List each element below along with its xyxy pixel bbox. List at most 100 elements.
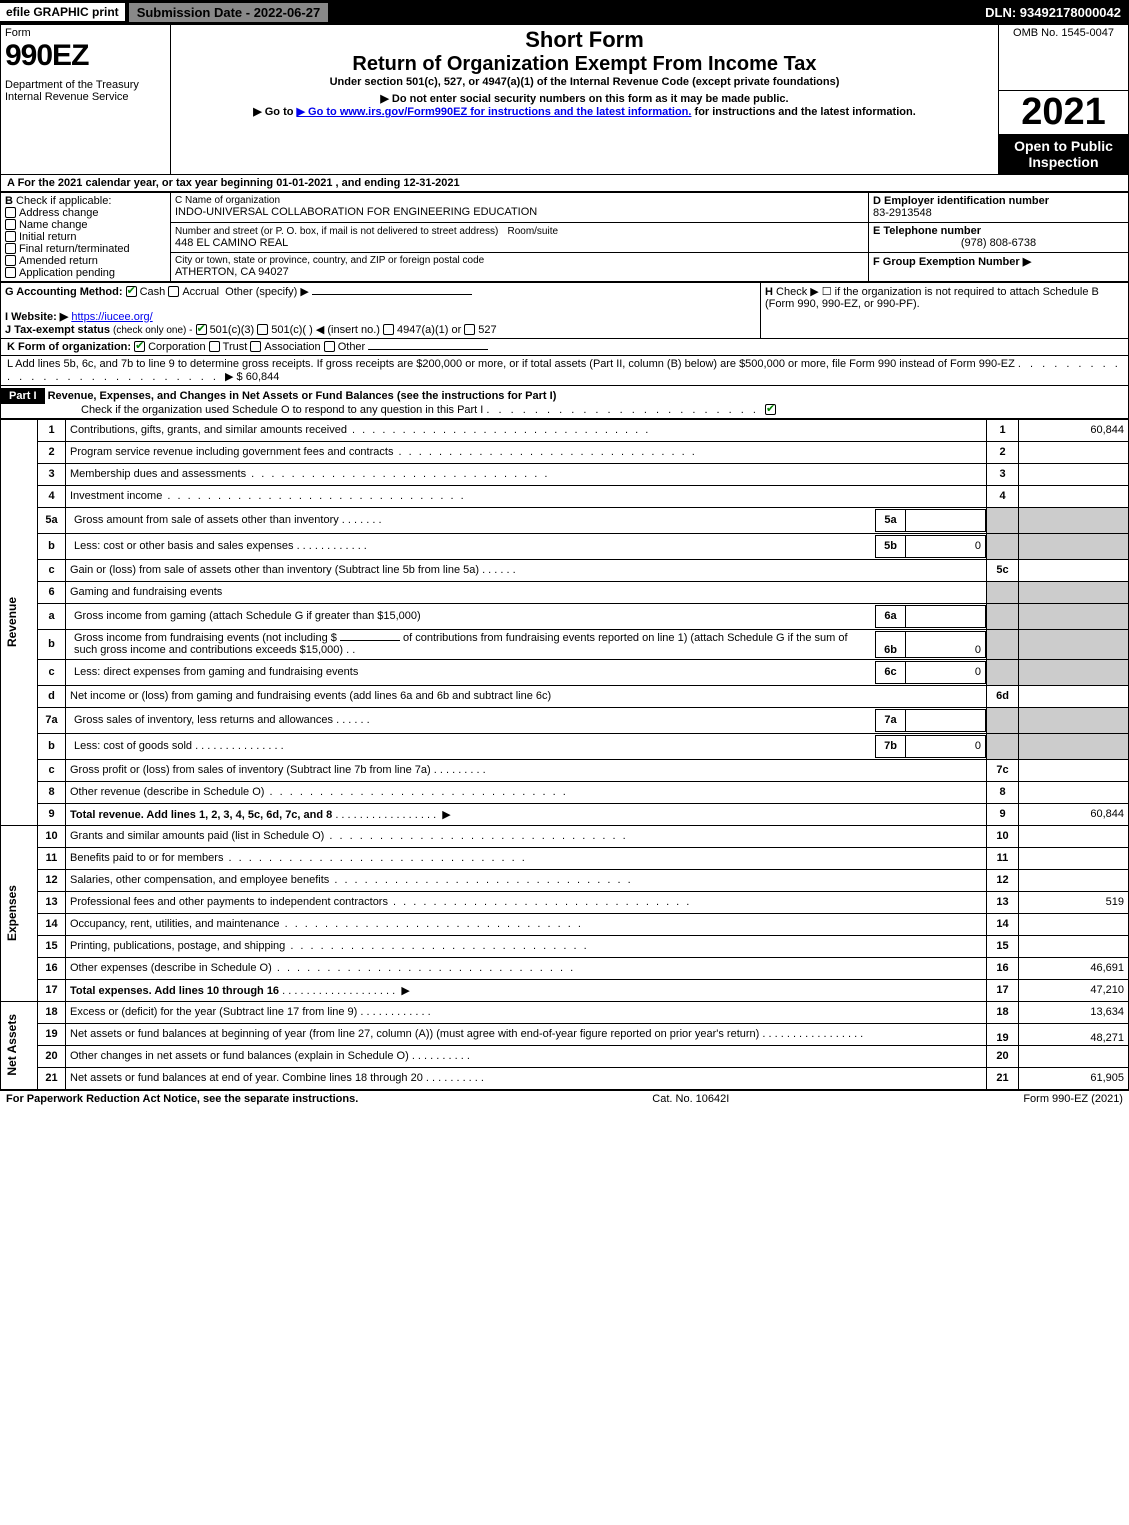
527-checkbox[interactable] [464,324,475,335]
line-6a-num: a [38,603,66,629]
section-l: L Add lines 5b, 6c, and 7b to line 9 to … [0,356,1129,386]
addr-change-checkbox[interactable] [5,207,16,218]
501c3-label: 501(c)(3) [210,324,255,336]
part-i-bar: Part I [1,388,45,404]
no-ssn-note: ▶ Do not enter social security numbers o… [175,92,994,105]
street-value: 448 EL CAMINO REAL [175,237,288,249]
app-pending-label: Application pending [19,267,115,279]
line-6c-text: Less: direct expenses from gaming and fu… [74,666,358,678]
under-section: Under section 501(c), 527, or 4947(a)(1)… [175,76,994,88]
line-14-num: 14 [38,913,66,935]
efile-label[interactable]: efile GRAPHIC print [0,3,125,21]
line-18-amt: 13,634 [1019,1001,1129,1023]
line-6-num: 6 [38,581,66,603]
website-link[interactable]: https://iucee.org/ [71,311,152,323]
line-21-num: 21 [38,1067,66,1089]
final-return-label: Final return/terminated [19,243,130,255]
corp-label: Corporation [148,341,205,353]
line-7c-num: c [38,759,66,781]
initial-return-label: Initial return [19,231,76,243]
trust-checkbox[interactable] [209,341,220,352]
line-15-text: Printing, publications, postage, and shi… [70,940,285,952]
line-6-text: Gaming and fundraising events [66,581,987,603]
line-6a-subamt [906,605,986,627]
line-3-text: Membership dues and assessments [70,468,246,480]
k-label: K Form of organization: [7,341,131,353]
amended-return-checkbox[interactable] [5,255,16,266]
line-11-amt [1019,847,1129,869]
omb-number: OMB No. 1545-0047 [1003,27,1124,39]
line-6a-greybox [987,603,1019,629]
corp-checkbox[interactable] [134,341,145,352]
initial-return-checkbox[interactable] [5,231,16,242]
line-5c-text: Gain or (loss) from sale of assets other… [70,564,479,576]
app-pending-checkbox[interactable] [5,267,16,278]
line-6b-greyamt [1019,629,1129,659]
line-6a-text: Gross income from gaming (attach Schedul… [74,610,421,622]
line-6d-amt [1019,685,1129,707]
assoc-checkbox[interactable] [250,341,261,352]
line-14-box: 14 [987,913,1019,935]
cash-label: Cash [140,286,166,298]
i-website-label: I Website: ▶ [5,311,68,323]
line-5c-amt [1019,559,1129,581]
527-label: 527 [478,324,496,336]
line-6d-text: Net income or (loss) from gaming and fun… [70,690,551,702]
l-amount: ▶ $ 60,844 [225,371,279,383]
line-16-text: Other expenses (describe in Schedule O) [70,962,272,974]
final-return-checkbox[interactable] [5,243,16,254]
line-11-num: 11 [38,847,66,869]
entity-block: B Check if applicable: Address change Na… [0,192,1129,282]
j-sub: (check only one) - [113,325,192,336]
line-12-num: 12 [38,869,66,891]
part-i-title: Revenue, Expenses, and Changes in Net As… [48,390,557,402]
other-org-input[interactable] [368,349,488,350]
line-20-text: Other changes in net assets or fund bala… [70,1050,409,1062]
line-18-box: 18 [987,1001,1019,1023]
line-14-amt [1019,913,1129,935]
schedule-o-checkbox[interactable] [765,404,776,415]
trust-label: Trust [223,341,248,353]
accrual-checkbox[interactable] [168,286,179,297]
e-phone-label: E Telephone number [873,225,981,237]
line-3-box: 3 [987,463,1019,485]
line-6d-box: 6d [987,685,1019,707]
line-1-text: Contributions, gifts, grants, and simila… [70,424,347,436]
line-3-num: 3 [38,463,66,485]
footer-left: For Paperwork Reduction Act Notice, see … [6,1093,358,1105]
name-change-checkbox[interactable] [5,219,16,230]
line-1-amt: 60,844 [1019,419,1129,441]
footer-right: Form 990-EZ (2021) [1023,1093,1123,1105]
line-5b-num: b [38,533,66,559]
501c3-checkbox[interactable] [196,324,207,335]
line-7b-sublab: 7b [876,735,906,757]
other-method-input[interactable] [312,294,472,295]
line-6c-greybox [987,659,1019,685]
line-4-amt [1019,485,1129,507]
check-if-applicable: Check if applicable: [16,195,111,207]
line-10-num: 10 [38,825,66,847]
other-org-checkbox[interactable] [324,341,335,352]
line-12-text: Salaries, other compensation, and employ… [70,874,329,886]
line-7b-num: b [38,733,66,759]
4947-checkbox[interactable] [383,324,394,335]
501c-checkbox[interactable] [257,324,268,335]
line-17-amt: 47,210 [1019,979,1129,1001]
line-4-text: Investment income [70,490,162,502]
line-6b-text1: Gross income from fundraising events (no… [74,632,337,644]
line-6b-blank[interactable] [340,640,400,641]
phone-value: (978) 808-6738 [873,237,1124,249]
4947-label: 4947(a)(1) or [397,324,461,336]
org-name: INDO-UNIVERSAL COLLABORATION FOR ENGINEE… [175,206,864,218]
cash-checkbox[interactable] [126,286,137,297]
irs-link[interactable]: ▶ Go to www.irs.gov/Form990EZ for instru… [297,106,692,118]
line-12-box: 12 [987,869,1019,891]
line-11-box: 11 [987,847,1019,869]
section-k: K Form of organization: Corporation Trus… [0,339,1129,356]
expenses-side-label: Expenses [5,885,19,941]
line-6c-sublab: 6c [876,661,906,683]
amended-return-label: Amended return [19,255,98,267]
goto-link[interactable]: ▶ Go to ▶ Go to www.irs.gov/Form990EZ fo… [175,105,994,118]
submission-date: Submission Date - 2022-06-27 [129,3,329,22]
line-15-amt [1019,935,1129,957]
